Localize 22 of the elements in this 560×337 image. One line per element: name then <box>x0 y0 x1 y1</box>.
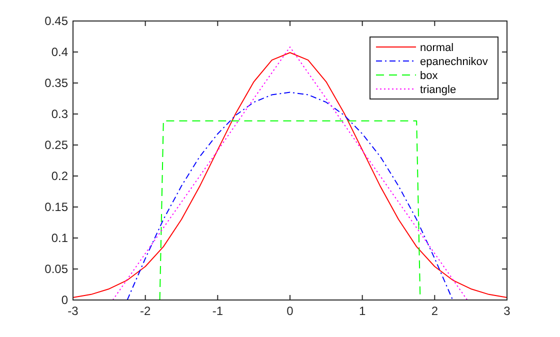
x-tick-label: -2 <box>140 304 151 318</box>
y-tick-label: 0.4 <box>51 45 68 59</box>
line-series <box>72 52 508 298</box>
y-tick-label: 0.3 <box>51 107 68 121</box>
legend-label: epanechnikov <box>420 56 488 68</box>
y-tick-label: 0 <box>61 293 68 307</box>
x-tick-label: -3 <box>68 304 79 318</box>
y-tick-label: 0.2 <box>51 169 68 183</box>
y-tick-label: 0.05 <box>44 262 68 276</box>
y-tick-label: 0.15 <box>44 200 68 214</box>
legend-label: normal <box>420 42 454 54</box>
y-tick-label: 0.35 <box>44 76 68 90</box>
legend-label: triangle <box>420 84 456 96</box>
x-tick-label: 2 <box>431 304 438 318</box>
y-tick-label: 0.45 <box>44 14 68 28</box>
x-tick-label: -1 <box>212 304 224 318</box>
x-tick-label: 3 <box>504 304 511 318</box>
x-tick-label: 1 <box>358 304 366 318</box>
x-tick-label: 0 <box>286 304 294 318</box>
legend-label: box <box>420 70 438 82</box>
y-tick-label: 0.1 <box>51 231 68 245</box>
y-tick-label: 0.25 <box>44 138 68 152</box>
